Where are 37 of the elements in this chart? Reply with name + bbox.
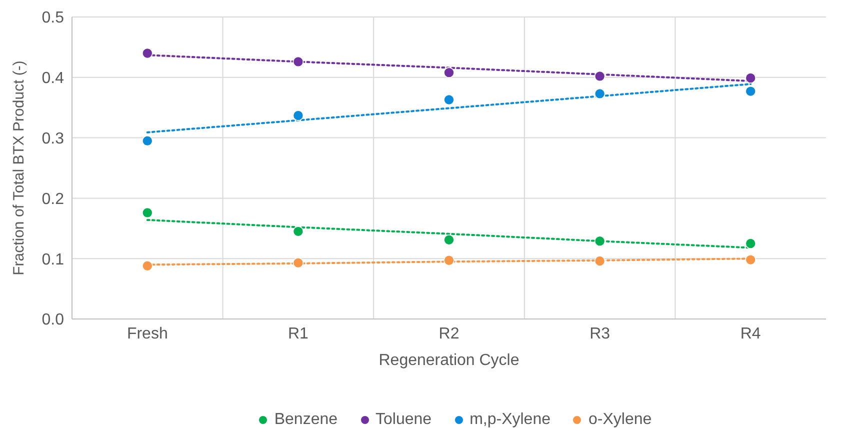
point <box>142 207 153 218</box>
legend-label: m,p-Xylene <box>468 411 550 429</box>
y-tick-label: 0.4 <box>42 70 64 88</box>
point <box>292 56 304 68</box>
point <box>292 226 304 237</box>
point <box>745 254 756 266</box>
x-tick-label: R2 <box>438 325 460 342</box>
point <box>142 48 153 59</box>
point <box>594 88 606 100</box>
point <box>444 94 454 106</box>
point <box>594 256 606 266</box>
point <box>594 236 606 246</box>
point <box>444 255 454 266</box>
point <box>745 86 756 97</box>
point <box>292 257 304 268</box>
point <box>444 67 454 78</box>
point <box>745 72 756 84</box>
y-tick-label: 0.2 <box>42 190 64 208</box>
point <box>444 234 454 246</box>
point <box>745 238 756 249</box>
point <box>142 135 153 146</box>
y-tick-label: 0.0 <box>42 312 64 329</box>
point <box>292 110 304 121</box>
x-tick-label: Fresh <box>126 325 168 342</box>
legend-label: Toluene <box>374 411 432 429</box>
y-tick-label: 0.5 <box>42 10 64 27</box>
x-tick-label: R1 <box>288 325 309 342</box>
x-tick-label: R3 <box>590 325 610 342</box>
y-tick-label: 0.3 <box>42 130 64 148</box>
legend-label: Benzene <box>273 411 338 429</box>
legend-label: o-Xylene <box>587 411 652 429</box>
x-tick-label: R4 <box>740 325 761 342</box>
point <box>594 70 606 82</box>
point <box>142 260 153 272</box>
x-axis-title: Regeneration Cycle <box>378 352 520 369</box>
y-tick-label: 0.1 <box>42 251 64 268</box>
y-axis-title: Fraction of Total BTX Product (-) <box>10 60 28 276</box>
